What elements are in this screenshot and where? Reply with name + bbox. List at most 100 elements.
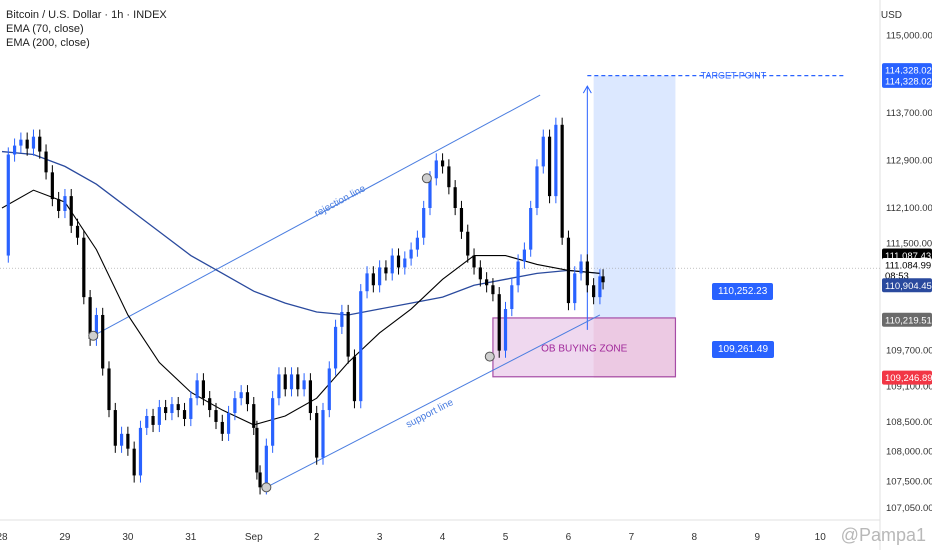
- target-top-tag: 114,328.02: [885, 66, 932, 77]
- candle-body: [396, 255, 401, 268]
- candle-body: [145, 416, 149, 428]
- candle-body: [510, 285, 514, 310]
- ob-buying-zone: [492, 317, 677, 378]
- ema70-line: [1, 189, 600, 426]
- candle-body: [440, 160, 445, 167]
- candle-body: [601, 276, 605, 283]
- ema70-tag: 110,904.45: [885, 281, 932, 292]
- candle-body: [208, 398, 212, 411]
- candle-body: [497, 294, 501, 351]
- candle-body: [485, 279, 489, 286]
- target-arrow-head: [582, 85, 592, 94]
- candle-body: [255, 427, 259, 473]
- candle-body: [560, 124, 564, 238]
- candle-body: [25, 139, 29, 149]
- candle-body: [302, 380, 306, 390]
- candle-body: [252, 404, 256, 428]
- candle-body: [38, 136, 42, 152]
- candle-body: [182, 410, 187, 419]
- candle-body: [94, 314, 99, 339]
- candle-body: [289, 374, 294, 390]
- x-tick-label: 7: [629, 532, 635, 543]
- candle-body: [201, 380, 206, 399]
- candle-body: [226, 413, 231, 434]
- candle-body: [516, 261, 520, 286]
- candle-body: [12, 145, 17, 155]
- target-point-label: TARGET POINT: [701, 71, 767, 81]
- author-watermark: @Pampa1: [840, 525, 926, 545]
- candle-body: [598, 276, 602, 298]
- candle-body: [428, 178, 432, 208]
- candle-body: [503, 309, 508, 351]
- candle-body: [327, 368, 331, 411]
- candle-body: [346, 312, 350, 357]
- candle-body: [478, 267, 482, 280]
- candle-body: [101, 314, 105, 369]
- candle-body: [535, 166, 539, 208]
- ema200-legend[interactable]: EMA (200, close): [6, 37, 90, 49]
- target-zone: [593, 75, 676, 318]
- candle-body: [340, 312, 344, 327]
- x-tick-label: 10: [815, 532, 827, 543]
- candle-body: [434, 160, 438, 179]
- candle-body: [220, 421, 224, 434]
- stop-tag-bg: [882, 370, 932, 385]
- y-tick-label: 112,900.00: [886, 155, 932, 166]
- candle-body: [126, 433, 130, 449]
- candle-body: [522, 249, 526, 262]
- candle-body: [378, 267, 382, 286]
- candle-body: [245, 392, 250, 405]
- ob-zone-label: OB BUYING ZONE: [541, 343, 627, 354]
- candle-body: [296, 374, 300, 390]
- currency-label[interactable]: USD: [880, 10, 902, 21]
- x-tick-label: 31: [185, 532, 197, 543]
- symbol-title[interactable]: Bitcoin / U.S. Dollar · 1h · INDEX: [6, 9, 167, 21]
- last-price-tag: 111,087.43: [885, 251, 931, 262]
- candle-body: [352, 356, 357, 402]
- candle-body: [195, 380, 199, 399]
- ob-top-price-label: 110,252.23: [712, 283, 774, 300]
- ema70-legend[interactable]: EMA (70, close): [6, 23, 84, 35]
- close-price-tag: 111,084.99: [885, 261, 931, 272]
- candle-body: [69, 196, 73, 226]
- stop-tag: 109,246.89: [885, 373, 932, 384]
- candle-body: [547, 136, 552, 197]
- candle-body: [403, 258, 407, 268]
- candle-body: [409, 249, 413, 259]
- candle-body: [63, 196, 67, 211]
- y-tick-label: 113,700.00: [886, 108, 932, 119]
- x-tick-label: 6: [566, 532, 572, 543]
- candle-body: [592, 285, 596, 298]
- pivot-marker: [484, 351, 495, 362]
- candle-body: [214, 410, 218, 422]
- close-price-tag-bg: [882, 258, 932, 273]
- y-tick-label: 115,000.00: [886, 31, 932, 42]
- candle-body: [258, 472, 262, 488]
- y-tick-label: 109,700.00: [886, 346, 932, 357]
- x-tick-label: 2: [314, 532, 320, 543]
- pivot-marker: [261, 482, 272, 493]
- candle-body: [365, 273, 369, 292]
- candle-body: [453, 187, 457, 208]
- candle-body: [390, 255, 394, 274]
- candle-body: [88, 297, 92, 339]
- candle-body: [50, 172, 54, 200]
- candle-body: [308, 380, 313, 414]
- pivot-marker: [421, 173, 432, 184]
- y-tick-label: 108,500.00: [886, 417, 932, 428]
- candle-body: [75, 225, 80, 238]
- candle-body: [157, 407, 161, 425]
- candle-body: [422, 208, 426, 238]
- candle-body: [233, 398, 237, 414]
- candle-body: [138, 427, 143, 476]
- x-tick-label: 3: [377, 532, 383, 543]
- candle-body: [529, 208, 533, 250]
- candle-body: [573, 273, 577, 304]
- ema70-tag-bg: [882, 278, 932, 293]
- candle-body: [19, 139, 23, 146]
- candle-body: [271, 398, 275, 446]
- candle-body: [107, 368, 111, 411]
- candle-body: [491, 285, 495, 295]
